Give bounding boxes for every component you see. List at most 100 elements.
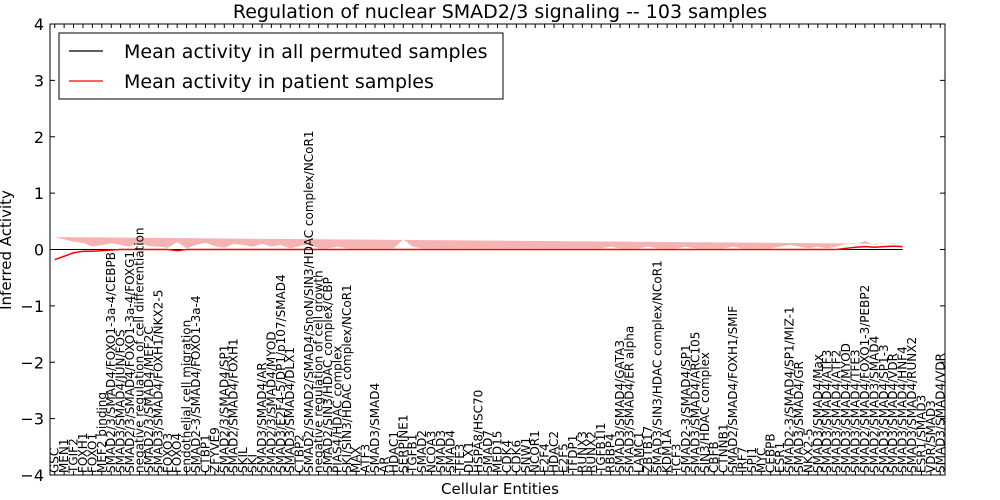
category-label: SMAD2/SMAD2/SMAD4/SnoN/SIN3/HDAC complex…	[302, 130, 316, 473]
category-label: ATF3	[359, 444, 373, 473]
y-tick-label: −2	[20, 353, 44, 372]
category-label: RBBP4	[604, 433, 618, 473]
category-label: SMAD2	[415, 430, 429, 473]
category-label: ZBTB17	[641, 426, 655, 473]
category-label: SMAD3/SMAD4/JUN/FOS	[114, 329, 128, 473]
category-label: HDAC1	[387, 431, 401, 473]
category-label: SERPINE1	[396, 414, 410, 473]
category-label: MEN1	[57, 438, 71, 473]
category-label: E2F4	[538, 443, 552, 473]
category-label: SMAD3/E2F4-5/DP1/p107/SMAD4	[274, 274, 288, 473]
category-label: FOXH1	[76, 433, 90, 473]
y-tick-label: −4	[20, 466, 44, 485]
category-label: SMAD3/SMAD4/VDR	[886, 353, 900, 473]
chart-title: Regulation of nuclear SMAD2/3 signaling …	[233, 1, 767, 23]
category-label: SMAD2/3/SMAD4/FOXO1-3a-4/FOXG1	[123, 251, 137, 473]
category-label: negative regulation of cell differentiat…	[133, 227, 147, 473]
category-label: SMAD3/SMAD4/SP1-3	[877, 344, 891, 473]
y-tick-label: 1	[34, 184, 44, 203]
category-label: DLX1	[462, 441, 476, 473]
category-label: SMAD3/SMAD4/Max	[811, 354, 825, 473]
category-label: SMAD2/SIN3/HDAC complex/CBP	[321, 277, 335, 473]
category-label: CDK4	[500, 440, 514, 473]
category-label: SKI	[246, 454, 260, 473]
category-label: SMAD2/3/SMAD4/SP1	[217, 345, 231, 473]
category-label: negative regulation of cell growth	[312, 270, 326, 473]
category-label: IRF7	[735, 447, 749, 473]
category-label: SMAD2/SMAD3/SMAD4	[867, 336, 881, 473]
category-label: SKIL	[236, 447, 250, 473]
category-label: SKI/SIN3/HDAC complex/NCoR1	[340, 284, 354, 473]
category-label: E2F5	[556, 443, 570, 473]
category-label: SMAD3/SMAD4/RUNX2	[905, 337, 919, 473]
category-label: NCOR1	[528, 430, 542, 473]
category-label: SMAD3/SMAD4/ATF3	[820, 350, 834, 473]
category-label: FOXO1	[85, 433, 99, 473]
category-label: SMAD3/SMAD4/GR	[792, 361, 806, 473]
y-axis-title: Inferred Activity	[0, 190, 15, 310]
category-label: NCOA3	[425, 431, 439, 473]
category-label: CBFB	[707, 441, 721, 473]
category-label: SMAD3/SMAD4/TFE3	[849, 349, 863, 473]
category-label: AR	[377, 456, 391, 473]
category-label: FOXO4	[170, 433, 184, 473]
category-label: SMAD3/SMAD4/HNF4	[896, 346, 910, 473]
category-label: SMAD2-3/SMAD4/SP1/MIZ-1	[783, 306, 797, 473]
y-tick-label: 4	[34, 15, 44, 34]
category-label: SMAD3/SMAD4	[368, 383, 382, 473]
category-label: SMAD3/SMAD4/ER alpha	[622, 326, 636, 473]
x-axis-title: Cellular Entities	[441, 480, 559, 498]
category-label: RUNX2	[585, 431, 599, 473]
category-label: CTBP2	[293, 434, 307, 473]
category-label: PIAS4/HDAC complex	[330, 346, 344, 473]
category-label: SIN3/HDAC complex	[698, 352, 712, 473]
category-label: SPI1	[745, 447, 759, 473]
plot-area: −4 −3 −2 −1 0 1 2 3 4 GSCMEN1TGIF2FOXH1FOXO1MEF2 …	[20, 15, 947, 485]
category-label: LAMC1	[632, 431, 646, 473]
legend-box	[58, 32, 504, 100]
category-label: ESR1	[773, 442, 787, 473]
category-label: HDAC2	[547, 431, 561, 473]
category-label: KDM1A	[660, 429, 674, 473]
category-label: MYC	[754, 448, 768, 473]
category-label: SMAD2/3/SMAD4/FOXO1-3a-4/CEBPB	[104, 252, 118, 473]
category-label: SMAD3/SMAD4/ARC105	[688, 332, 702, 473]
category-label: NKX2-5	[801, 428, 815, 473]
category-label: SMAD3/SMAD4/FOXH1/NKX2-5	[151, 290, 165, 473]
category-label: SMAD2/3/SMAD4/MYOD	[264, 331, 278, 473]
category-label: RUNX3	[575, 431, 589, 473]
category-label: SMAD3/SMAD4/GATA3	[613, 340, 627, 473]
category-label: ZFYVE9	[208, 427, 222, 473]
category-label: SMAD7	[481, 430, 495, 473]
category-label: SMAD4	[443, 430, 457, 473]
category-label: CTNNB1	[717, 423, 731, 473]
category-label: MED15	[491, 431, 505, 473]
category-label: SMAD3/SMAD4/DLX1	[283, 347, 297, 473]
patient-band	[54, 237, 903, 249]
category-label: SMAD2/SMAD4/FOXH1	[227, 338, 241, 473]
category-label: SMAD3/SMAD4/AR	[255, 362, 269, 473]
category-label: ESR1/SMAD3	[914, 395, 928, 473]
y-tick-label: −3	[20, 410, 44, 429]
category-label: SMAD3/SMAD4/VDR	[933, 353, 947, 473]
category-label: HSPA8/HSC70	[472, 390, 486, 473]
category-label: CEBPB	[764, 433, 778, 473]
category-label: VDR/SMAD3	[924, 400, 938, 473]
category-label: SMAD2/3/SMAD4/MEF2C	[142, 326, 156, 473]
y-tick-label: 2	[34, 128, 44, 147]
category-label: SMAD3	[434, 430, 448, 473]
category-label: CTBP1	[198, 434, 212, 473]
category-label: TGFB1	[406, 434, 420, 474]
category-label: SMAD3/SMAD4/ATF2	[830, 350, 844, 473]
legend-label: Mean activity in patient samples	[124, 71, 434, 93]
category-label: SMAD2-3/SMAD4/FOXO1-3a-4	[189, 295, 203, 473]
patient-mean-line	[54, 245, 903, 261]
category-label: FOXO3	[161, 433, 175, 473]
category-label: CDK6	[509, 440, 523, 473]
category-label: SMAD3/SIN3/HDAC complex/NCoR1	[651, 260, 665, 473]
category-label: SMAD3/SMAD4/MYOD	[839, 343, 853, 473]
legend-label: Mean activity in all permuted samples	[124, 41, 487, 63]
category-label: TFE3	[453, 444, 467, 474]
y-tick-label: 3	[34, 71, 44, 90]
